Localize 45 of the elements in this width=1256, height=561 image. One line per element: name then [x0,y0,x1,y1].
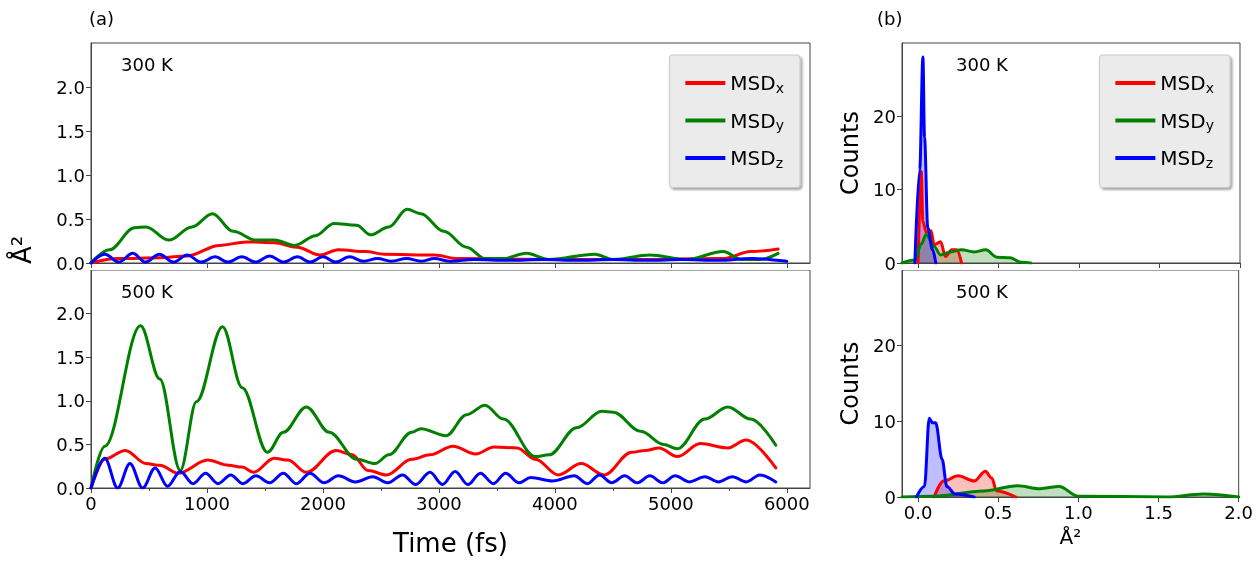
legend-label: MSDx [730,71,785,96]
y-tick-label: 0.0 [56,477,85,499]
x-tick-label: 1.5 [1144,501,1173,523]
y-tick-label: 0.5 [56,208,85,230]
y-axis-title: Counts [836,111,864,195]
legend-label: MSDy [730,108,785,133]
x-tick-label: 3000 [416,492,462,514]
y-axis-title: Counts [836,341,864,426]
y-tick-label: 1.5 [56,120,85,142]
x-tick-label: 1.0 [1064,501,1093,523]
x-tick-label: 1000 [184,492,230,514]
x-axis-title: Å² [1059,525,1082,549]
y-axis-title: Å² [6,235,37,265]
x-axis-title: Time (fs) [392,528,508,558]
x-tick-label: 6000 [763,492,810,514]
chart-title: (a) [89,7,115,29]
y-tick-label: 1.0 [56,390,85,412]
y-tick-label: 1.0 [56,164,85,186]
y-tick-label: 10 [873,410,896,432]
x-tick-label: 4000 [531,492,578,514]
annotation: 300 K [121,53,175,75]
annotation: 500 K [956,280,1010,302]
legend-label: MSDz [1160,146,1214,171]
y-tick-label: 20 [873,105,896,127]
legend-label: MSDz [730,146,784,171]
x-tick-label: 0.5 [983,501,1013,523]
chart-title: (b) [877,7,903,29]
y-tick-label: 0 [884,252,896,274]
y-tick-label: 2.0 [56,76,85,98]
x-tick-label: 5000 [647,492,694,514]
legend-label: MSDx [1160,71,1215,96]
x-tick-label: 0.0 [903,501,933,523]
line-series [89,251,789,265]
annotation: 300 K [956,53,1010,75]
y-tick-label: 0.5 [56,433,85,455]
x-tick-label: 2.0 [1224,501,1254,523]
legend-label: MSDy [1160,108,1215,133]
y-tick-label: 0.0 [56,252,85,274]
line-series [89,456,778,490]
x-tick-label: 2000 [300,492,346,514]
annotation: 500 K [121,280,175,302]
y-tick-label: 2.0 [56,303,85,325]
y-tick-label: 1.5 [56,346,85,368]
y-tick-label: 20 [873,335,896,357]
y-tick-label: 10 [873,179,896,201]
